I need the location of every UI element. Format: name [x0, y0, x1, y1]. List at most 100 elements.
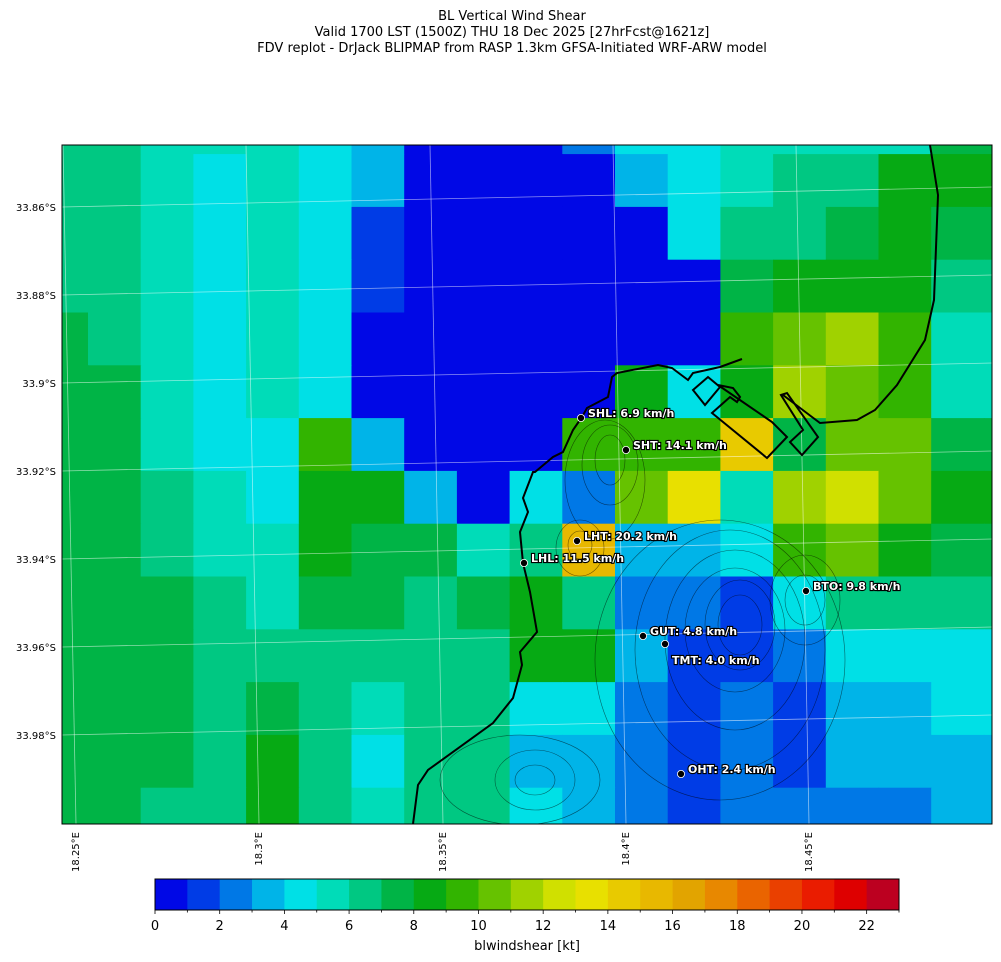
- field-cell: [298, 259, 353, 314]
- longitude-line: [612, 145, 627, 824]
- field-cell: [878, 154, 932, 208]
- colorbar-swatch: [607, 879, 641, 910]
- field-cell: [825, 682, 880, 736]
- field-cell: [246, 259, 300, 314]
- station-marker[interactable]: [661, 640, 670, 649]
- colorbar-swatch: [284, 879, 318, 910]
- field-cell: [456, 154, 511, 208]
- field-cell: [931, 206, 985, 261]
- field-cell: [351, 682, 405, 736]
- field-cell: [456, 470, 511, 525]
- field-cell: [562, 154, 616, 208]
- latitude-tick-label: 33.92°S: [16, 467, 56, 478]
- field-cell: [404, 365, 458, 419]
- station-marker[interactable]: [622, 445, 631, 454]
- station-label: LHT: 20.2 km/h: [584, 530, 677, 543]
- field-cell: [62, 418, 89, 472]
- field-cell: [404, 576, 458, 630]
- field-cell: [878, 470, 932, 525]
- field-cell: [983, 523, 992, 578]
- field-cell: [773, 682, 827, 736]
- field-cell: [825, 787, 880, 824]
- colorbar-tick-label: 4: [280, 919, 288, 934]
- field-cell: [88, 154, 142, 208]
- station-label: TMT: 4.0 km/h: [672, 654, 760, 667]
- field-cell: [773, 418, 827, 472]
- field-cell: [404, 734, 458, 789]
- field-cell: [351, 523, 405, 578]
- field-cell: [298, 206, 353, 261]
- latitude-line: [62, 538, 992, 560]
- field-cell: [562, 470, 616, 525]
- field-cell: [720, 259, 774, 314]
- field-cell: [62, 365, 89, 419]
- field-cell: [351, 734, 405, 789]
- field-cell: [773, 629, 827, 683]
- field-cell: [193, 787, 247, 824]
- field-cell: [931, 576, 985, 630]
- field-cell: [615, 682, 669, 736]
- latitude-line: [62, 714, 992, 736]
- field-cell: [562, 682, 616, 736]
- station-marker[interactable]: [577, 413, 586, 422]
- map-valid-time: Valid 1700 LST (1500Z) THU 18 Dec 2025 […: [314, 25, 710, 40]
- field-cell: [351, 206, 405, 261]
- station-label: OHT: 2.4 km/h: [688, 763, 776, 776]
- field-cell: [615, 312, 669, 366]
- field-cell: [983, 259, 992, 314]
- field-cell: [825, 470, 880, 525]
- field-cell: [193, 259, 247, 314]
- field-cell: [509, 629, 563, 683]
- field-cell: [878, 682, 932, 736]
- latitude-tick-label: 33.88°S: [16, 291, 56, 302]
- field-cell: [878, 576, 932, 630]
- field-cell: [562, 734, 616, 789]
- field-cell: [720, 682, 774, 736]
- colorbar-swatch: [219, 879, 253, 910]
- field-cell: [509, 734, 563, 789]
- field-cell: [246, 682, 300, 736]
- field-cell: [667, 145, 721, 155]
- field-cell: [562, 787, 616, 824]
- station-marker[interactable]: [802, 587, 811, 596]
- colorbar-swatch: [769, 879, 803, 910]
- field-cell: [246, 154, 300, 208]
- field-cell: [298, 365, 353, 419]
- field-cell: [193, 523, 247, 578]
- colorbar-tick-label: 18: [729, 919, 746, 934]
- field-cell: [351, 787, 405, 824]
- field-cell: [140, 787, 194, 824]
- colorbar-swatch: [446, 879, 479, 910]
- colorbar-swatch: [155, 879, 188, 910]
- field-cell: [878, 145, 932, 155]
- field-cell: [351, 154, 405, 208]
- field-cell: [140, 145, 194, 155]
- latitude-line: [62, 362, 992, 384]
- field-cell: [351, 418, 405, 472]
- colorbar-tick-label: 20: [794, 919, 811, 934]
- field-cell: [193, 682, 247, 736]
- longitude-labels: 18.25°E 18.3°E 18.35°E 18.4°E 18.45°E: [71, 832, 815, 872]
- station-label: BTO: 9.8 km/h: [813, 580, 900, 593]
- field-cell: [193, 206, 247, 261]
- colorbar-swatch: [510, 879, 544, 910]
- map-source: FDV replot - DrJack BLIPMAP from RASP 1.…: [257, 41, 767, 56]
- station-marker[interactable]: [639, 632, 648, 641]
- station-marker[interactable]: [677, 770, 686, 779]
- field-cell: [509, 154, 563, 208]
- field-cell: [931, 787, 985, 824]
- field-cell: [298, 682, 353, 736]
- station-marker[interactable]: [573, 537, 582, 546]
- field-cell: [88, 206, 142, 261]
- field-cell: [193, 312, 247, 366]
- field-cell: [298, 523, 353, 578]
- station-marker[interactable]: [520, 559, 529, 568]
- field-cell: [878, 206, 932, 261]
- field-cell: [509, 312, 563, 366]
- field-cell: [298, 576, 353, 630]
- field-cell: [878, 629, 932, 683]
- field-cell: [509, 145, 563, 155]
- colorbar-swatch: [672, 879, 706, 910]
- field-cell: [246, 145, 300, 155]
- field-cell: [404, 629, 458, 683]
